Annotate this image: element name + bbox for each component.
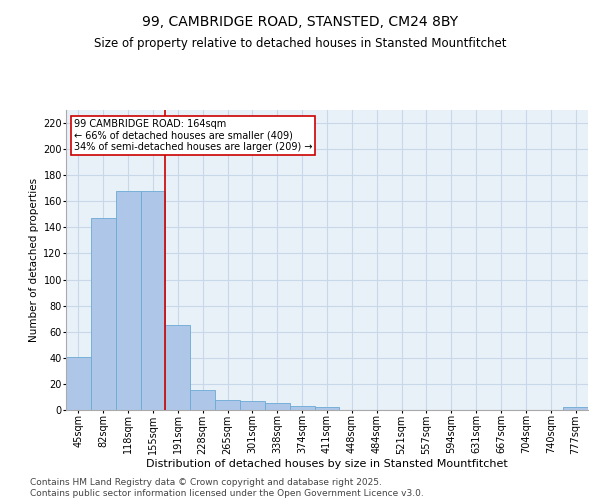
Bar xyxy=(66,356,91,410)
Bar xyxy=(563,408,588,410)
Bar xyxy=(290,406,314,410)
Text: Size of property relative to detached houses in Stansted Mountfitchet: Size of property relative to detached ho… xyxy=(94,38,506,51)
Bar xyxy=(91,218,116,410)
Y-axis label: Number of detached properties: Number of detached properties xyxy=(29,178,39,342)
Text: Contains HM Land Registry data © Crown copyright and database right 2025.
Contai: Contains HM Land Registry data © Crown c… xyxy=(30,478,424,498)
X-axis label: Distribution of detached houses by size in Stansted Mountfitchet: Distribution of detached houses by size … xyxy=(146,459,508,469)
Bar xyxy=(190,390,215,410)
Bar xyxy=(116,191,140,410)
Bar xyxy=(140,191,166,410)
Text: 99, CAMBRIDGE ROAD, STANSTED, CM24 8BY: 99, CAMBRIDGE ROAD, STANSTED, CM24 8BY xyxy=(142,15,458,29)
Bar xyxy=(166,325,190,410)
Bar xyxy=(265,404,290,410)
Bar xyxy=(240,401,265,410)
Bar xyxy=(215,400,240,410)
Bar xyxy=(314,408,340,410)
Text: 99 CAMBRIDGE ROAD: 164sqm
← 66% of detached houses are smaller (409)
34% of semi: 99 CAMBRIDGE ROAD: 164sqm ← 66% of detac… xyxy=(74,119,313,152)
